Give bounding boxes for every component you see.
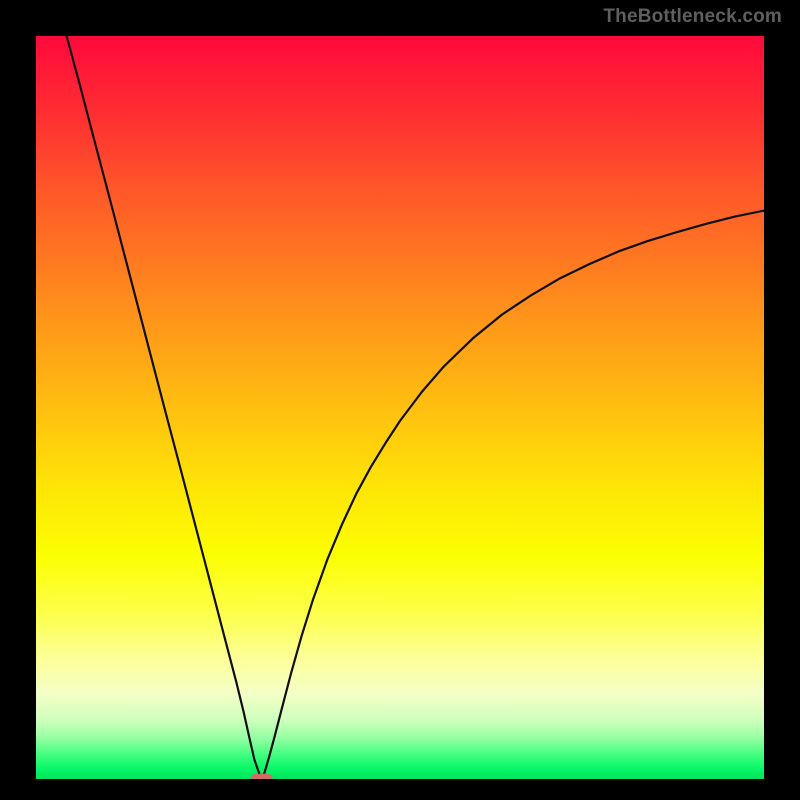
attribution-label: TheBottleneck.com (603, 6, 782, 28)
plot-svg (36, 36, 764, 779)
minimum-marker (251, 774, 273, 779)
outer-frame: TheBottleneck.com (0, 0, 800, 800)
plot-area (36, 36, 764, 779)
plot-background (36, 36, 764, 779)
